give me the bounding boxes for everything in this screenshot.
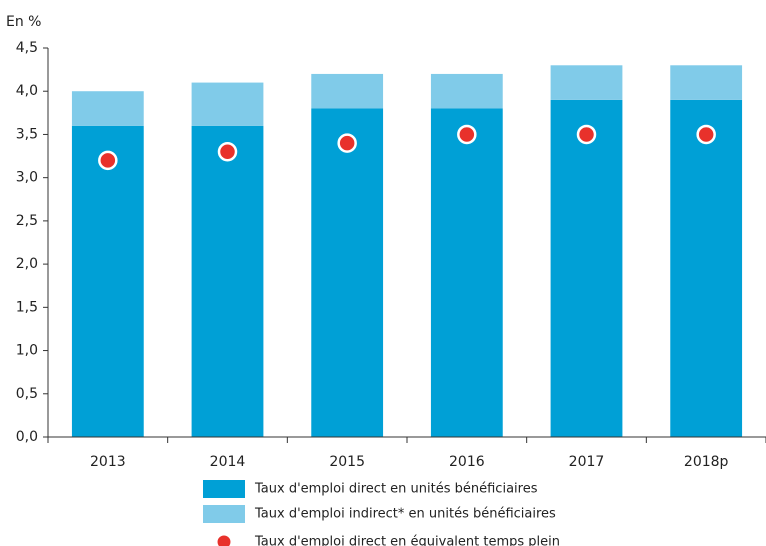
y-tick-label: 2,5 xyxy=(16,213,38,229)
point xyxy=(337,133,357,153)
y-tick-label: 1,5 xyxy=(16,299,38,315)
x-tick-label: 2015 xyxy=(329,454,365,470)
bar xyxy=(550,65,623,100)
bar xyxy=(71,91,144,126)
x-tick-label: 2014 xyxy=(210,454,246,470)
bar xyxy=(311,73,384,109)
bar xyxy=(670,99,743,437)
x-tick-label: 2016 xyxy=(449,454,485,470)
bar xyxy=(311,108,384,437)
y-tick-label: 3,5 xyxy=(16,126,38,142)
point xyxy=(98,150,118,171)
bar xyxy=(430,73,503,109)
legend-swatch xyxy=(203,505,245,523)
point xyxy=(217,141,238,162)
x-tick-label: 2018p xyxy=(684,454,729,470)
bar xyxy=(430,108,503,437)
legend-label: Taux d'emploi direct en unités bénéficia… xyxy=(254,482,538,497)
y-tick-label: 2,0 xyxy=(16,256,38,272)
bar xyxy=(191,82,264,126)
y-tick-label: 0,0 xyxy=(16,429,38,445)
y-tick-label: 4,5 xyxy=(16,40,38,56)
legend-swatch xyxy=(217,535,231,546)
y-tick-label: 1,0 xyxy=(16,343,38,359)
bar xyxy=(191,125,264,438)
y-axis-label: En % xyxy=(6,14,41,30)
y-tick-label: 4,0 xyxy=(16,83,38,99)
y-tick-label: 3,0 xyxy=(16,170,38,186)
x-tick-label: 2013 xyxy=(90,454,126,470)
legend-swatch xyxy=(203,480,245,498)
y-tick-label: 0,5 xyxy=(16,386,38,402)
bar xyxy=(71,125,144,438)
legend-label: Taux d'emploi direct en équivalent temps… xyxy=(254,535,560,546)
legend-label: Taux d'emploi indirect* en unités bénéfi… xyxy=(254,507,556,522)
x-tick-label: 2017 xyxy=(569,454,605,470)
point xyxy=(576,124,597,145)
bar xyxy=(670,65,743,100)
bar xyxy=(550,99,623,437)
point xyxy=(457,124,477,145)
point xyxy=(696,124,716,145)
